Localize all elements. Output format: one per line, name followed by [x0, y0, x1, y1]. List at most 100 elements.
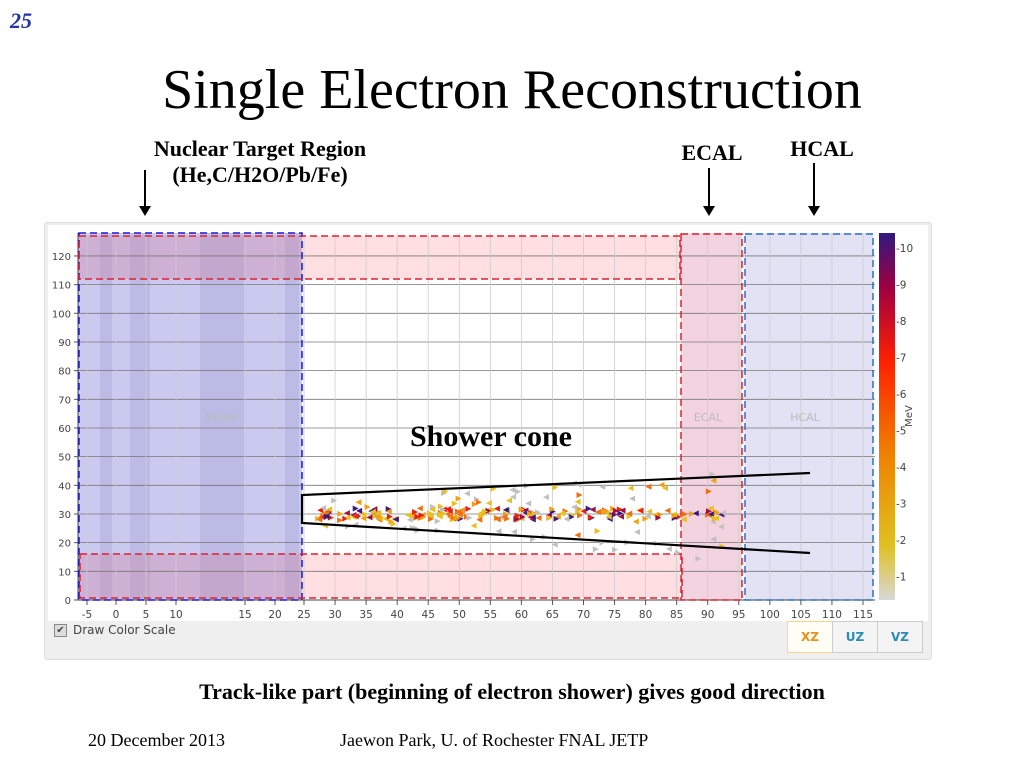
hit-marker	[475, 499, 482, 506]
hit-marker	[455, 495, 462, 502]
hit-marker	[456, 511, 463, 518]
hit-marker	[634, 528, 641, 535]
hit-marker	[709, 471, 716, 478]
hcal-label: HCAL	[790, 136, 854, 161]
hit-marker	[485, 500, 492, 507]
y-tick-label: 20	[58, 539, 71, 550]
view-uz-button[interactable]: UZ	[832, 621, 878, 653]
x-tick-label: 85	[670, 609, 683, 621]
hit-marker	[626, 513, 633, 520]
colorbar-tick-label: -5	[896, 425, 906, 437]
hit-marker	[627, 485, 634, 492]
hit-marker	[427, 510, 434, 517]
event-display-svg: 0 10 20 30 40 50 60 70 80 90 100 110 120 -5 0 5 10 15 20 25…	[52, 232, 915, 621]
hit-marker	[434, 518, 441, 525]
hit-marker	[314, 515, 321, 522]
hit-marker	[406, 516, 413, 523]
x-tick-label: 100	[760, 609, 780, 621]
y-tick-label: 0	[65, 596, 71, 607]
event-display-plot[interactable]: 0 10 20 30 40 50 60 70 80 90 100 110 120 -5 0 5 10 15 20 25…	[48, 225, 928, 621]
hit-marker	[594, 527, 601, 534]
hit-marker	[466, 514, 473, 521]
x-tick-label: 45	[422, 609, 435, 621]
region-label-hcal: HCAL	[790, 411, 820, 424]
hcal-arrow	[808, 163, 820, 216]
nuclear-target-line2: (He,C/H2O/Pb/Fe)	[172, 162, 348, 187]
footer-date: 20 December 2013	[88, 730, 225, 750]
hit-marker	[688, 510, 695, 517]
checkbox[interactable]: ✔	[54, 623, 67, 637]
hit-marker	[629, 495, 636, 502]
hit-marker	[531, 511, 538, 518]
hit-marker	[446, 508, 453, 515]
hit-marker	[337, 510, 344, 517]
colorbar-tick-label: -6	[896, 389, 907, 401]
hit-marker	[568, 513, 575, 520]
hit-marker	[453, 515, 460, 522]
hit-marker	[470, 522, 477, 529]
veto-region-bottom	[302, 554, 680, 598]
y-tick-label: 50	[58, 453, 71, 464]
hit-marker	[364, 503, 371, 510]
x-tick-label: 5	[143, 609, 150, 621]
hit-marker	[553, 515, 560, 522]
hit-marker	[662, 485, 669, 492]
y-tick-label: 40	[58, 481, 71, 492]
hit-marker	[617, 510, 624, 517]
hit-marker	[589, 506, 596, 513]
hit-marker	[331, 497, 338, 504]
hit-marker	[637, 507, 644, 514]
hit-marker	[430, 503, 437, 510]
hit-marker	[576, 492, 583, 499]
view-xz-button[interactable]: XZ	[787, 621, 833, 653]
view-vz-button[interactable]: VZ	[877, 621, 923, 653]
hit-marker	[518, 506, 525, 513]
hit-marker	[619, 507, 626, 514]
nuclear-target-line1: Nuclear Target Region	[153, 136, 367, 161]
y-tick-label: 80	[58, 367, 71, 378]
x-tick-label: 70	[577, 609, 590, 621]
hit-marker	[675, 514, 682, 521]
hit-marker	[626, 510, 633, 517]
hit-marker	[675, 549, 682, 556]
x-tick-label: 25	[297, 609, 310, 621]
hit-marker	[360, 515, 367, 522]
hit-marker	[552, 484, 559, 491]
hit-marker	[712, 515, 719, 522]
hit-marker	[471, 501, 478, 508]
hit-marker	[529, 514, 536, 521]
hit-marker	[463, 490, 470, 497]
hit-marker	[429, 506, 436, 513]
hit-marker	[665, 545, 672, 552]
hit-marker	[577, 512, 584, 519]
shower-cone-outline	[300, 471, 811, 555]
x-tick-label: 95	[732, 609, 745, 621]
hit-marker	[510, 528, 517, 535]
x-tick-label: 15	[238, 609, 251, 621]
x-tick-label: 110	[822, 609, 842, 621]
hit-marker	[371, 506, 378, 513]
colorbar-tick-label: -3	[896, 498, 906, 510]
hit-marker	[337, 517, 344, 524]
region-label-water: Water	[206, 411, 239, 424]
hit-marker	[510, 493, 517, 500]
draw-color-scale-toggle[interactable]: ✔ Draw Color Scale	[54, 623, 176, 637]
hit-marker	[428, 515, 435, 522]
hit-marker	[392, 516, 399, 523]
hit-marker	[605, 513, 612, 520]
footer-author: Jaewon Park, U. of Rochester FNAL JETP	[340, 730, 649, 750]
hit-marker	[705, 488, 712, 495]
hit-marker	[355, 499, 362, 506]
hit-marker	[412, 508, 419, 515]
veto-box-top	[78, 235, 681, 280]
hit-marker	[514, 512, 521, 519]
draw-color-scale-label: Draw Color Scale	[73, 623, 176, 637]
hit-marker	[390, 520, 397, 527]
x-tick-label: 20	[268, 609, 281, 621]
hit-marker	[385, 505, 392, 512]
hit-marker	[440, 510, 447, 517]
veto-region-top	[302, 236, 680, 279]
hit-marker	[563, 516, 570, 523]
hit-marker	[366, 514, 373, 521]
hit-marker	[705, 508, 712, 515]
